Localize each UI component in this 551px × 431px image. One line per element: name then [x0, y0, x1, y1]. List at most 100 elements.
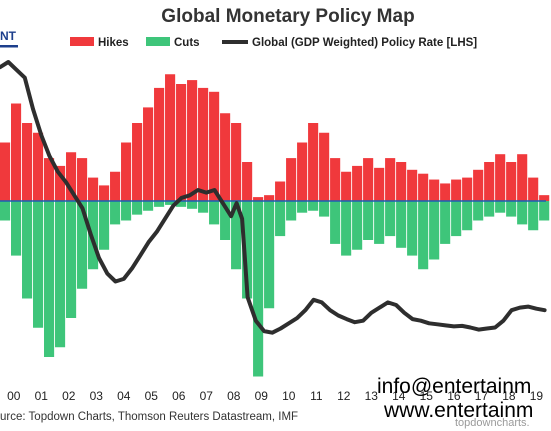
chart-title: Global Monetary Policy Map — [161, 6, 414, 27]
x-tick-label: 15 — [420, 389, 434, 403]
hikes-bar — [396, 162, 407, 201]
cuts-bar — [253, 201, 264, 377]
cuts-bar — [473, 201, 484, 221]
cuts-bar — [132, 201, 143, 215]
hikes-bar — [132, 123, 143, 201]
hikes-bar — [297, 142, 308, 201]
hikes-bar — [11, 103, 22, 201]
cuts-bar — [187, 201, 198, 209]
partial-logo: NT — [0, 29, 18, 48]
x-tick-label: 08 — [227, 389, 241, 403]
hikes-bar — [220, 113, 231, 201]
hikes-bar — [165, 74, 176, 201]
hikes-bar — [385, 158, 396, 201]
cuts-bar — [110, 201, 121, 225]
hikes-bar — [154, 87, 165, 201]
cuts-bar — [44, 201, 55, 357]
cuts-bar — [99, 201, 110, 250]
hikes-bar — [429, 179, 440, 201]
cuts-bar — [451, 201, 462, 237]
cuts-bar — [22, 201, 33, 299]
cuts-bar — [506, 201, 517, 217]
cuts-bar — [220, 201, 231, 240]
hikes-bar — [176, 84, 187, 201]
legend-item-policy-rate: Global (GDP Weighted) Policy Rate [LHS] — [222, 37, 477, 49]
x-tick-label: 19 — [530, 389, 544, 403]
cuts-bar — [121, 201, 132, 221]
cuts-bar — [33, 201, 44, 328]
cuts-bar — [77, 201, 88, 289]
x-axis-ticks: 00 01 02 03 04 05 06 07 08 09 10 11 12 13 14 15 16 17 18 19 — [7, 389, 543, 403]
hikes-bar — [55, 165, 66, 201]
cuts-bar — [165, 201, 176, 205]
hikes-bar — [363, 158, 374, 201]
cuts-bar — [517, 201, 528, 225]
legend-label-policy-rate: Global (GDP Weighted) Policy Rate [LHS] — [252, 37, 477, 49]
cuts-bar — [319, 201, 330, 217]
hikes-bar — [374, 167, 385, 201]
cuts-bar — [55, 201, 66, 348]
cuts-bar — [418, 201, 429, 270]
hikes-bar — [143, 107, 154, 201]
hikes-bar — [275, 181, 286, 201]
hikes-bar — [231, 123, 242, 201]
hikes-bar — [407, 169, 418, 201]
cuts-bar — [385, 201, 396, 237]
hikes-bar — [99, 185, 110, 201]
hikes-bar — [0, 142, 11, 201]
cuts-bar — [341, 201, 352, 256]
cuts-bar — [11, 201, 22, 256]
cuts-bar — [352, 201, 363, 250]
legend: Hikes Cuts Global (GDP Weighted) Policy … — [70, 37, 477, 49]
hikes-bar — [495, 154, 506, 201]
hikes-bar — [473, 169, 484, 201]
cuts-bar — [231, 201, 242, 270]
x-tick-label: 11 — [310, 389, 323, 403]
hikes-bar — [341, 171, 352, 201]
cuts-bar — [143, 201, 154, 211]
cuts-bar — [154, 201, 165, 207]
cuts-bar — [484, 201, 495, 217]
hikes-bar — [418, 173, 429, 201]
hikes-bar — [110, 171, 121, 201]
cuts-bar — [176, 201, 187, 207]
logo-underline — [0, 45, 18, 48]
x-tick-label: 16 — [447, 389, 461, 403]
legend-label-hikes: Hikes — [98, 37, 129, 49]
cuts-bar — [539, 201, 550, 221]
hikes-bar — [22, 123, 33, 201]
x-tick-label: 02 — [62, 389, 76, 403]
x-tick-label: 06 — [172, 389, 186, 403]
cuts-bar — [297, 201, 308, 213]
cuts-bar — [275, 201, 286, 237]
legend-item-cuts: Cuts — [146, 37, 200, 49]
hikes-bar — [330, 158, 341, 201]
hikes-bar — [77, 158, 88, 201]
hikes-bar — [484, 162, 495, 201]
cuts-bar — [396, 201, 407, 248]
logo-text: NT — [0, 29, 17, 43]
x-tick-label: 18 — [502, 389, 516, 403]
cuts-bar — [209, 201, 220, 225]
legend-label-cuts: Cuts — [174, 37, 200, 49]
hikes-bar — [506, 162, 517, 201]
source-text: urce: Topdown Charts, Thomson Reuters Da… — [0, 411, 298, 423]
legend-swatch-hikes — [70, 37, 94, 46]
cuts-bar — [330, 201, 341, 244]
cuts-bar — [462, 201, 473, 231]
legend-swatch-cuts — [146, 37, 170, 46]
hikes-bar — [88, 177, 99, 201]
hikes-bar — [539, 195, 550, 201]
watermark-email: info@entertainm — [377, 375, 531, 398]
hikes-bar — [319, 132, 330, 201]
x-tick-label: 05 — [145, 389, 159, 403]
bars-group — [0, 74, 550, 377]
x-tick-label: 04 — [117, 389, 131, 403]
hikes-bar — [264, 195, 275, 201]
hikes-bar — [517, 154, 528, 201]
hikes-bar — [253, 197, 264, 201]
hikes-bar — [451, 179, 462, 201]
watermark-topdown: topdowncharts. — [455, 417, 530, 429]
legend-item-hikes: Hikes — [70, 37, 129, 49]
